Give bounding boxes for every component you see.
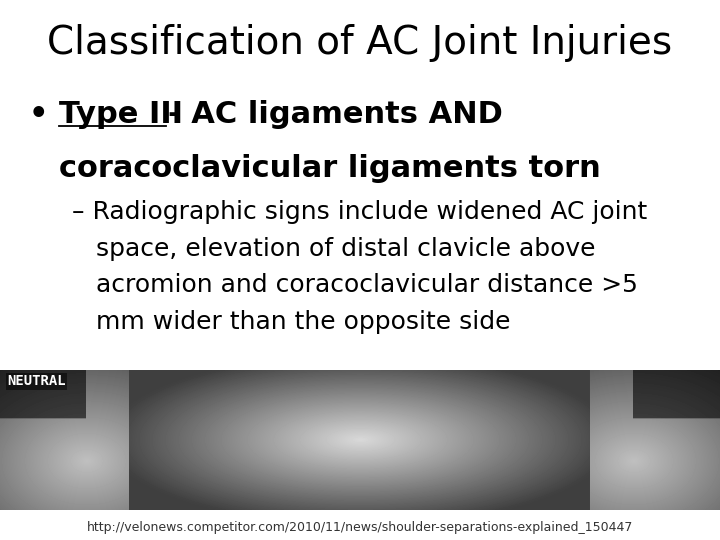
Text: NEUTRAL: NEUTRAL [7, 374, 66, 388]
Text: acromion and coracoclavicular distance >5: acromion and coracoclavicular distance >… [72, 273, 638, 297]
Text: •: • [29, 100, 48, 129]
Text: - AC ligaments ​AND: - AC ligaments ​AND [168, 100, 503, 129]
Text: mm wider than the opposite side: mm wider than the opposite side [72, 310, 510, 334]
Text: Type III: Type III [59, 100, 183, 129]
Text: Classification of AC Joint Injuries: Classification of AC Joint Injuries [48, 24, 672, 62]
Text: coracoclavicular ligaments torn: coracoclavicular ligaments torn [59, 154, 600, 183]
Text: http://velonews.competitor.com/2010/11/news/shoulder-separations-explained_15044: http://velonews.competitor.com/2010/11/n… [87, 521, 633, 534]
Text: – Radiographic signs include widened AC joint: – Radiographic signs include widened AC … [72, 200, 647, 224]
Text: space, elevation of distal clavicle above: space, elevation of distal clavicle abov… [72, 237, 595, 260]
